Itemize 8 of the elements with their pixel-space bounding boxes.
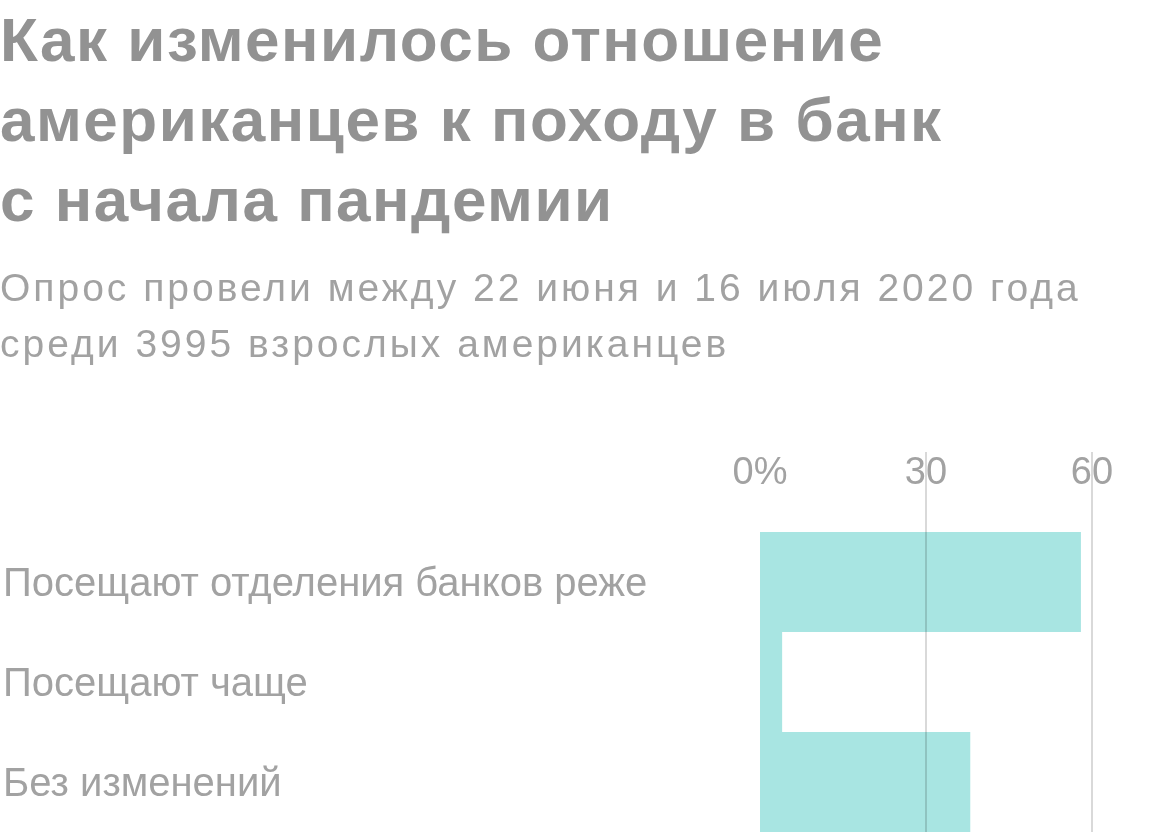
- x-tick-label: 60: [1070, 450, 1114, 492]
- y-tick-label: Посещают отделения банков реже: [3, 560, 648, 604]
- y-tick-label: Посещают чаще: [3, 660, 308, 704]
- x-tick-label: 0%: [732, 450, 788, 492]
- chart-subtitle: Опрос провели между 22 июня и 16 июля 2020 года среди 3995 взрослых американцев: [0, 265, 1082, 367]
- x-tick-label: 30: [904, 450, 948, 492]
- chart-title: Как изменилось отношение американцев к походу в банк с начала пандемии: [0, 4, 944, 236]
- y-tick-label: Без изменений: [3, 760, 282, 804]
